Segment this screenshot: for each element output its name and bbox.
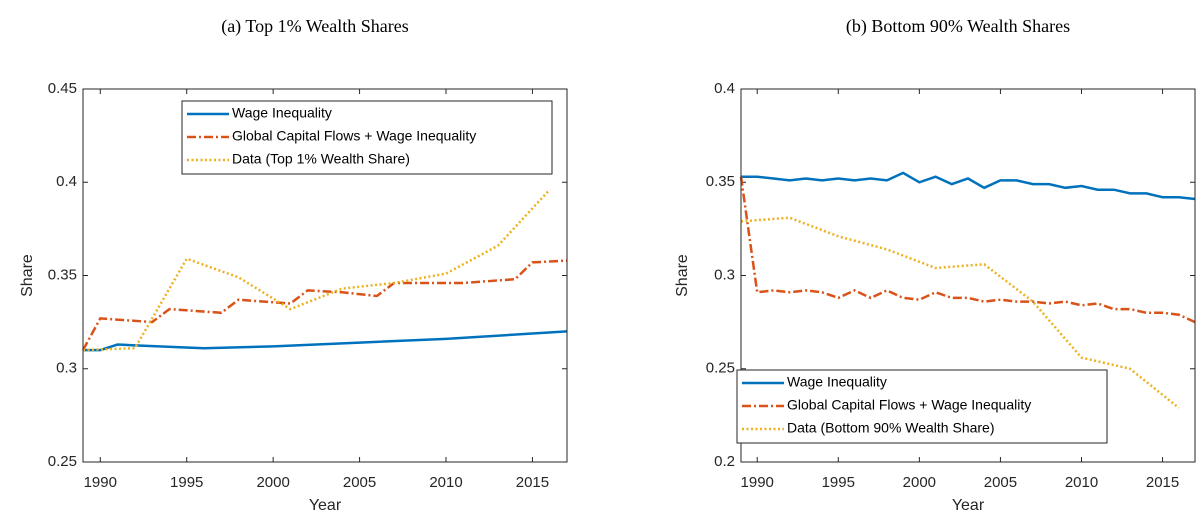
x-tick-label: 1990	[741, 474, 774, 491]
series-line	[82, 188, 551, 352]
legend-box	[736, 369, 1108, 444]
y-axis-label: Share	[674, 254, 691, 297]
plot-frame	[740, 88, 1196, 463]
x-tick-label: 2005	[343, 474, 376, 491]
y-tick-label: 0.3	[56, 360, 77, 377]
plot-frame	[82, 88, 568, 463]
y-tick-label: 0.25	[48, 453, 77, 470]
y-tick-label: 0.25	[706, 360, 735, 377]
y-tick-label: 0.4	[714, 80, 735, 97]
legend-text: Global Capital Flows + Wage Inequality	[232, 128, 476, 144]
legend-text: Data (Bottom 90% Wealth Share)	[787, 420, 995, 436]
legend-text: Global Capital Flows + Wage Inequality	[787, 397, 1031, 413]
y-tick-label: 0.4	[56, 173, 77, 190]
series-line	[739, 176, 1196, 324]
legend-text: Wage Inequality	[787, 374, 887, 390]
y-tick-label: 0.35	[48, 266, 77, 283]
x-tick-label: 2005	[984, 474, 1017, 491]
y-tick-label: 0.2	[714, 453, 735, 470]
x-tick-label: 1995	[170, 474, 203, 491]
x-axis-label: Year	[952, 497, 985, 514]
x-tick-label: 1995	[822, 474, 855, 491]
x-tick-label: 2015	[1146, 474, 1179, 491]
legend-box	[181, 100, 553, 175]
y-tick-label: 0.3	[714, 266, 735, 283]
series-line	[81, 259, 568, 351]
chart-title: (b) Bottom 90% Wealth Shares	[846, 16, 1070, 37]
x-tick-label: 2000	[256, 474, 289, 491]
y-tick-label: 0.45	[48, 80, 77, 97]
series-line	[83, 330, 568, 352]
x-tick-label: 2010	[429, 474, 462, 491]
legend-text: Wage Inequality	[232, 105, 332, 121]
y-axis-label: Share	[19, 254, 36, 297]
legend-text: Data (Top 1% Wealth Share)	[232, 151, 410, 167]
x-tick-label: 2015	[516, 474, 549, 491]
chart-title: (a) Top 1% Wealth Shares	[221, 16, 409, 37]
y-tick-label: 0.35	[706, 173, 735, 190]
x-axis-label: Year	[309, 497, 342, 514]
x-tick-label: 1990	[84, 474, 117, 491]
series-line	[741, 171, 1196, 201]
x-tick-label: 2010	[1065, 474, 1098, 491]
x-tick-label: 2000	[903, 474, 936, 491]
